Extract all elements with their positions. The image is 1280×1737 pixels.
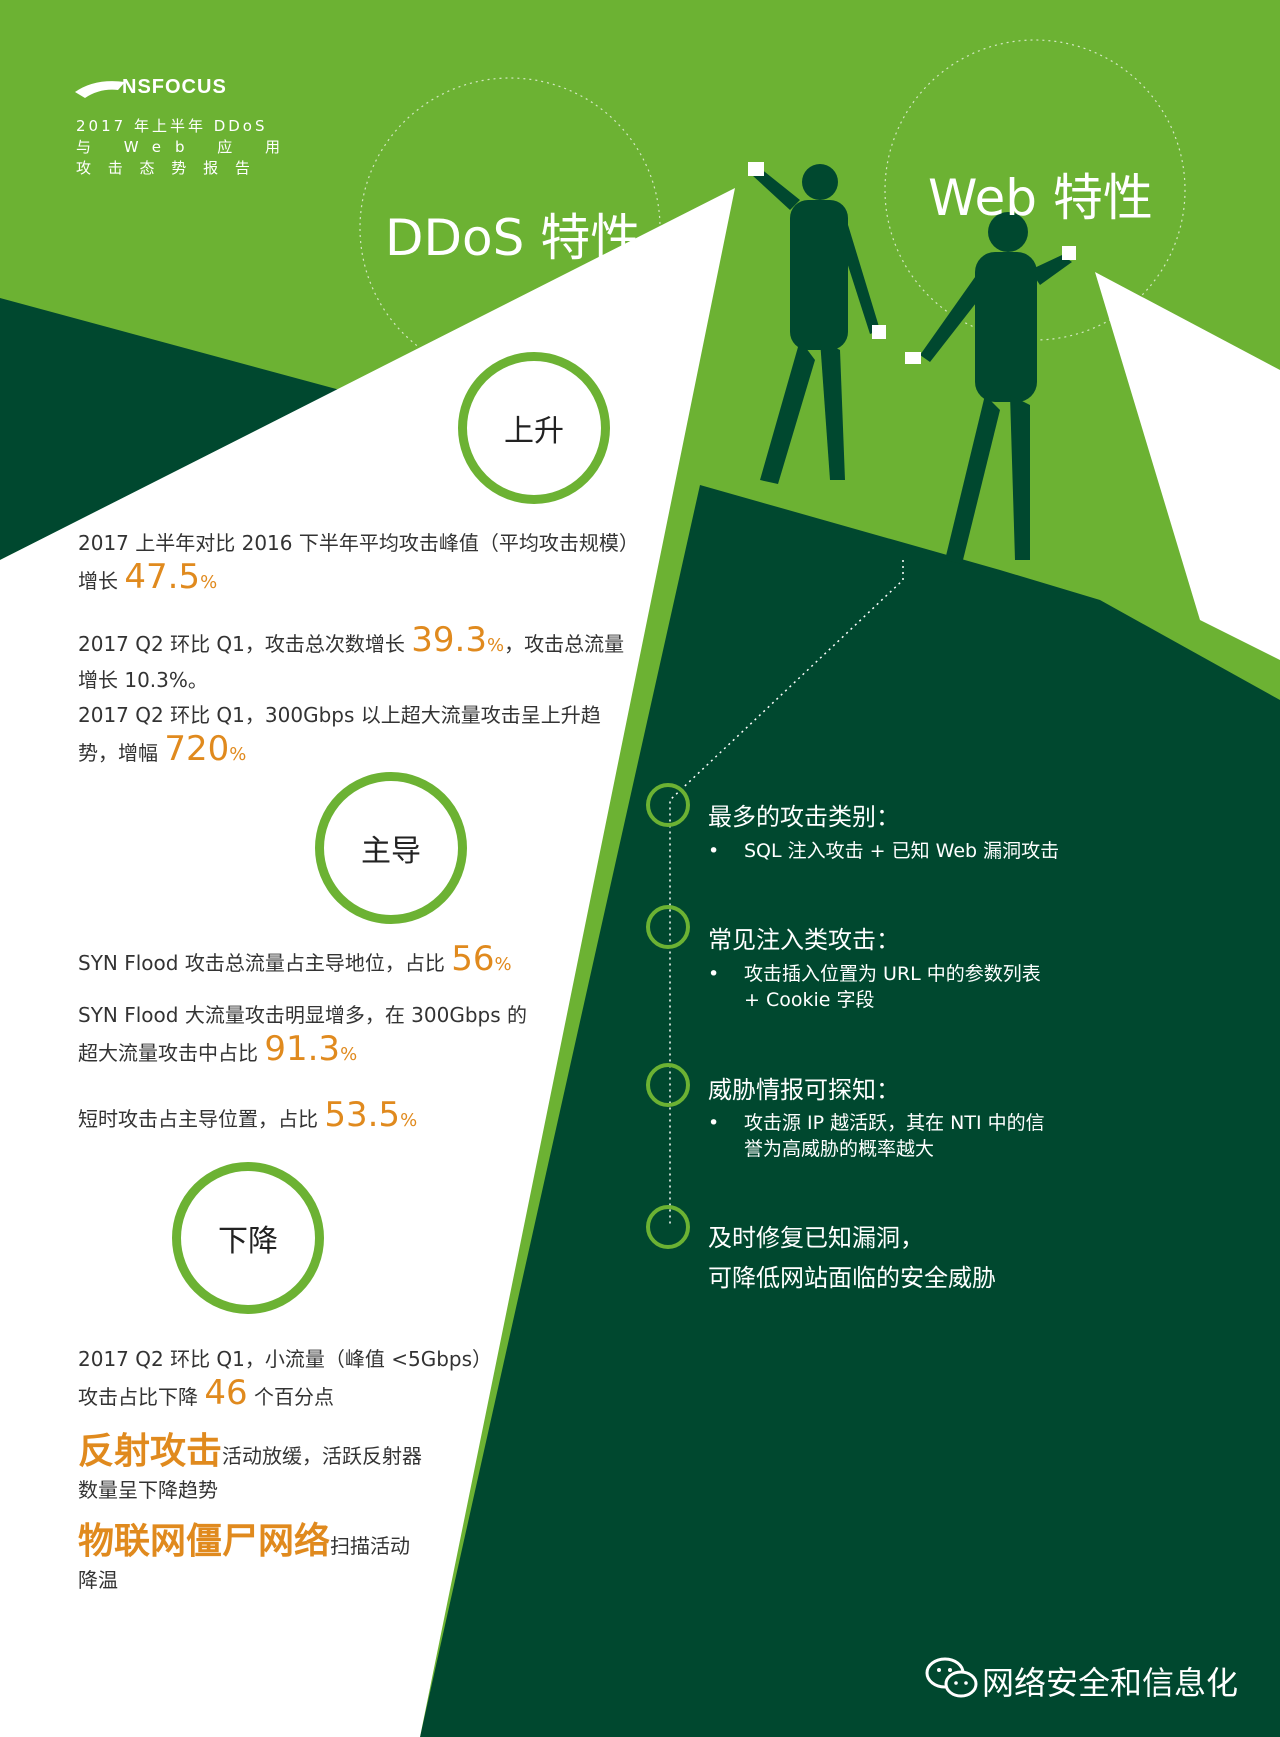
stat-unit: %	[200, 572, 218, 593]
stat-text: 增长 10.3%。	[78, 668, 208, 692]
web-item-body: • 攻击插入位置为 URL 中的参数列表 + Cookie 字段	[708, 961, 1041, 1013]
stat-text: ，攻击总流量	[504, 632, 625, 656]
stat-unit: %	[400, 1110, 418, 1131]
dominant-stat-2: SYN Flood 大流量攻击明显增多，在 300Gbps 的 超大流量攻击中占…	[78, 998, 678, 1072]
web-item-title-line: 及时修复已知漏洞，	[708, 1224, 924, 1252]
report-title-line: 2017 年上半年 DDoS	[76, 117, 268, 135]
dotted-connector	[669, 560, 904, 1225]
left-figure-hand	[872, 325, 886, 339]
stat-unit: %	[494, 954, 512, 975]
stat-unit: %	[229, 744, 247, 765]
rise-label: 上升	[504, 414, 564, 449]
ddos-section-title: DDoS 特性	[385, 209, 641, 267]
stat-text: 2017 上半年对比 2016 下半年平均攻击峰值（平均攻击规模）	[78, 531, 639, 555]
stat-unit: %	[340, 1044, 358, 1065]
decline-stat-1: 2017 Q2 环比 Q1，小流量（峰值 <5Gbps） 攻击占比下降 46 个…	[78, 1342, 678, 1414]
web-item-title: 威胁情报可探知：	[708, 1076, 900, 1104]
web-item-ring	[646, 783, 690, 827]
stat-unit: %	[486, 635, 505, 656]
web-item-ring	[646, 1205, 690, 1249]
wechat-account-label: 网络安全和信息化	[982, 1664, 1239, 1702]
stat-text: 扫描活动	[330, 1534, 411, 1558]
stat-text: 势，增幅	[78, 741, 158, 765]
white-beam-right	[1095, 272, 1280, 660]
reflect-title: 反射攻击	[78, 1431, 223, 1472]
dominant-stat-1: SYN Flood 攻击总流量占主导地位，占比 56%	[78, 942, 678, 982]
right-figure-hand	[905, 352, 921, 364]
web-item-title: 最多的攻击类别：	[708, 803, 900, 831]
dominant-label: 主导	[361, 834, 421, 869]
web-item-line: 誉为高威胁的概率越大	[744, 1138, 935, 1160]
stat-text: 活动放缓，活跃反射器	[222, 1444, 423, 1468]
web-item-title: 常见注入类攻击：	[708, 926, 900, 954]
bullet: •	[708, 963, 720, 985]
dominant-badge: 主导	[315, 772, 467, 924]
stat-text: SYN Flood 攻击总流量占主导地位，占比	[78, 951, 445, 975]
report-title-line: 攻 击 态 势 报 告	[76, 159, 256, 177]
web-item-ring	[646, 1063, 690, 1107]
web-item-title-line: 可降低网站面临的安全威胁	[708, 1264, 996, 1292]
stat-text: 增长	[78, 569, 118, 593]
web-item-line: 攻击插入位置为 URL 中的参数列表	[744, 963, 1041, 985]
web-item-line: + Cookie 字段	[744, 989, 875, 1011]
stat-text: 短时攻击占主导位置，占比	[78, 1107, 318, 1131]
silhouette-figure-right	[920, 212, 1072, 564]
silhouette-figure-left	[752, 164, 880, 484]
bullet: •	[708, 840, 720, 862]
logo-nsfocus: NSFOCUS	[122, 76, 227, 98]
wechat-icon	[925, 1657, 978, 1698]
stat-text: SYN Flood 大流量攻击明显增多，在 300Gbps 的	[78, 1003, 528, 1027]
rise-badge: 上升	[458, 352, 610, 504]
decline-badge: 下降	[172, 1162, 324, 1314]
iot-botnet-stat: 物联网僵尸网络扫描活动 降温	[78, 1524, 678, 1597]
stat-value: 39.3	[411, 620, 487, 660]
web-item-ring	[646, 905, 690, 949]
rise-stat-2: 2017 Q2 环比 Q1，攻击总次数增长 39.3%，攻击总流量 增长 10.…	[78, 623, 678, 697]
dominant-stat-3: 短时攻击占主导位置，占比 53.5%	[78, 1098, 678, 1138]
web-item-line: SQL 注入攻击 + 已知 Web 漏洞攻击	[744, 840, 1060, 862]
stat-text: 2017 Q2 环比 Q1，攻击总次数增长	[78, 632, 405, 656]
iot-title: 物联网僵尸网络	[78, 1521, 331, 1562]
dark-mountain	[420, 485, 1280, 1737]
stat-text: 降温	[78, 1568, 118, 1592]
stat-text: 2017 Q2 环比 Q1，小流量（峰值 <5Gbps）	[78, 1347, 493, 1371]
web-item-title: 及时修复已知漏洞， 可降低网站面临的安全威胁	[708, 1218, 996, 1298]
rise-stat-3: 2017 Q2 环比 Q1，300Gbps 以上超大流量攻击呈上升趋 势，增幅 …	[78, 698, 678, 772]
web-item-body: • SQL 注入攻击 + 已知 Web 漏洞攻击	[708, 838, 1059, 864]
bullet: •	[708, 1112, 720, 1134]
reflect-attack-stat: 反射攻击活动放缓，活跃反射器 数量呈下降趋势	[78, 1434, 678, 1507]
stat-value: 46	[204, 1373, 248, 1413]
white-beam-left	[0, 188, 735, 1737]
stat-text: 2017 Q2 环比 Q1，300Gbps 以上超大流量攻击呈上升趋	[78, 703, 601, 727]
stat-value: 47.5	[124, 557, 201, 597]
web-item-body: • 攻击源 IP 越活跃，其在 NTI 中的信 誉为高威胁的概率越大	[708, 1110, 1045, 1162]
web-item-line: 攻击源 IP 越活跃，其在 NTI 中的信	[744, 1112, 1045, 1134]
stat-text: 个百分点	[253, 1385, 334, 1409]
stat-text: 攻击占比下降	[78, 1385, 198, 1409]
stat-text: 数量呈下降趋势	[78, 1478, 218, 1502]
web-section-title: Web 特性	[928, 169, 1153, 227]
stat-value: 53.5	[324, 1095, 401, 1135]
stat-text: 超大流量攻击中占比	[78, 1041, 258, 1065]
report-title-line: 与 Web 应 用	[76, 138, 295, 156]
report-title: 2017 年上半年 DDoS 与 Web 应 用 攻 击 态 势 报 告	[76, 116, 294, 179]
logo-swoosh	[75, 81, 125, 98]
right-figure-glove	[1062, 246, 1076, 260]
stat-value: 720	[164, 729, 230, 769]
left-figure-glove	[748, 162, 764, 176]
stat-value: 56	[451, 939, 495, 979]
decline-label: 下降	[218, 1224, 278, 1259]
rise-stat-1: 2017 上半年对比 2016 下半年平均攻击峰值（平均攻击规模） 增长 47.…	[78, 526, 678, 600]
dark-wedge-left	[0, 298, 340, 560]
stat-value: 91.3	[264, 1029, 341, 1069]
